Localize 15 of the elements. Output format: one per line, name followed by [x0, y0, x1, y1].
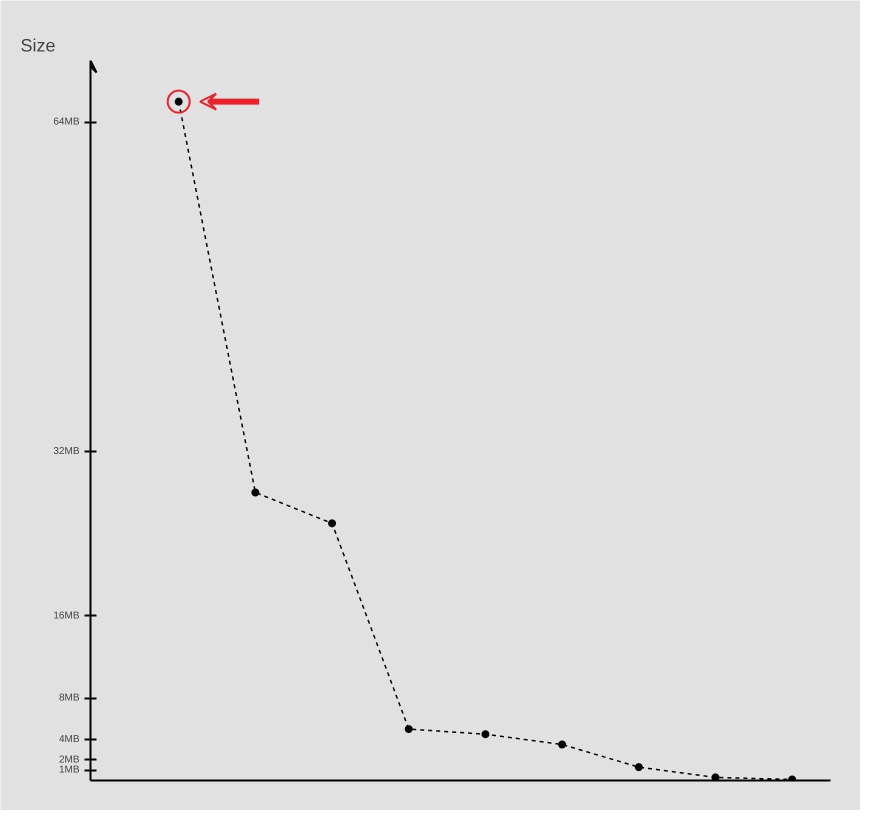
y-tick-label: 1MB — [58, 764, 80, 776]
point — [481, 730, 490, 738]
y-tick-label: 16MB — [53, 610, 80, 622]
y-axis-title: Size — [20, 36, 56, 56]
y-tick-label: 2MB — [58, 754, 80, 766]
point — [558, 740, 566, 748]
y-tick-label: 64MB — [53, 116, 80, 128]
y-tick-label: 8MB — [58, 692, 80, 704]
point — [251, 488, 260, 496]
point — [404, 725, 413, 734]
point — [634, 763, 643, 772]
point — [328, 519, 336, 528]
y-tick-label: 32MB — [53, 446, 80, 457]
y-tick-label: 4MB — [58, 734, 80, 745]
point — [711, 773, 720, 780]
